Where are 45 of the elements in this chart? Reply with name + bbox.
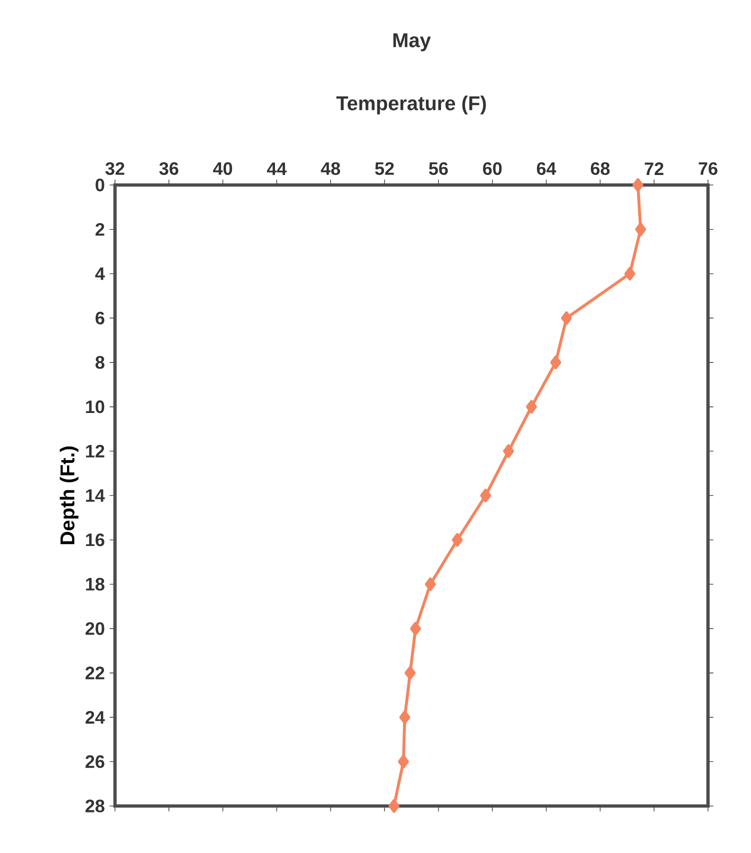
point xyxy=(635,222,646,236)
x-tick-label: 68 xyxy=(590,162,610,175)
y-tick-label: 14 xyxy=(86,489,105,502)
y-tick-label: 6 xyxy=(96,312,104,324)
x-tick-label: 76 xyxy=(698,162,718,175)
x-tick-label: 60 xyxy=(483,162,502,175)
y-tick-label: 26 xyxy=(86,755,104,768)
y-tick-label: 8 xyxy=(96,356,104,369)
x-tick-label: 36 xyxy=(159,162,178,175)
y-tick-label: 28 xyxy=(86,800,104,812)
x-tick-label: 44 xyxy=(266,162,287,175)
y-axis-title: Depth (Ft.) xyxy=(60,446,78,544)
x-tick-label: 40 xyxy=(213,162,232,175)
point xyxy=(410,622,422,636)
chart-title: May xyxy=(393,33,431,52)
point xyxy=(632,178,644,192)
point xyxy=(404,666,416,680)
y-tick-label: 10 xyxy=(86,400,104,414)
x-tick-label: 32 xyxy=(105,162,124,175)
x-axis-title: Temperature (F) xyxy=(336,96,486,114)
y-tick-label: 0 xyxy=(96,178,104,192)
y-tick-label: 2 xyxy=(96,223,104,236)
x-tick-label: 48 xyxy=(320,162,340,175)
x-tick-label: 52 xyxy=(375,162,394,175)
y-tick-label: 16 xyxy=(86,533,104,546)
point xyxy=(561,311,572,325)
y-tick-label: 18 xyxy=(86,578,104,591)
y-tick-label: 20 xyxy=(86,622,104,635)
point xyxy=(398,754,409,768)
y-tick-label: 4 xyxy=(95,268,105,280)
point xyxy=(550,356,562,370)
point xyxy=(526,400,537,414)
point xyxy=(503,444,514,458)
x-tick-label: 56 xyxy=(428,162,448,175)
y-tick-label: 22 xyxy=(86,666,104,680)
point xyxy=(424,577,436,592)
y-tick-label: 12 xyxy=(86,444,104,458)
y-tick-label: 24 xyxy=(86,711,105,724)
point xyxy=(388,799,400,813)
point xyxy=(624,266,636,281)
x-tick-label: 72 xyxy=(644,162,664,175)
point xyxy=(480,488,492,502)
x-tick-label: 64 xyxy=(536,162,556,175)
point xyxy=(452,533,463,547)
point xyxy=(399,710,410,724)
